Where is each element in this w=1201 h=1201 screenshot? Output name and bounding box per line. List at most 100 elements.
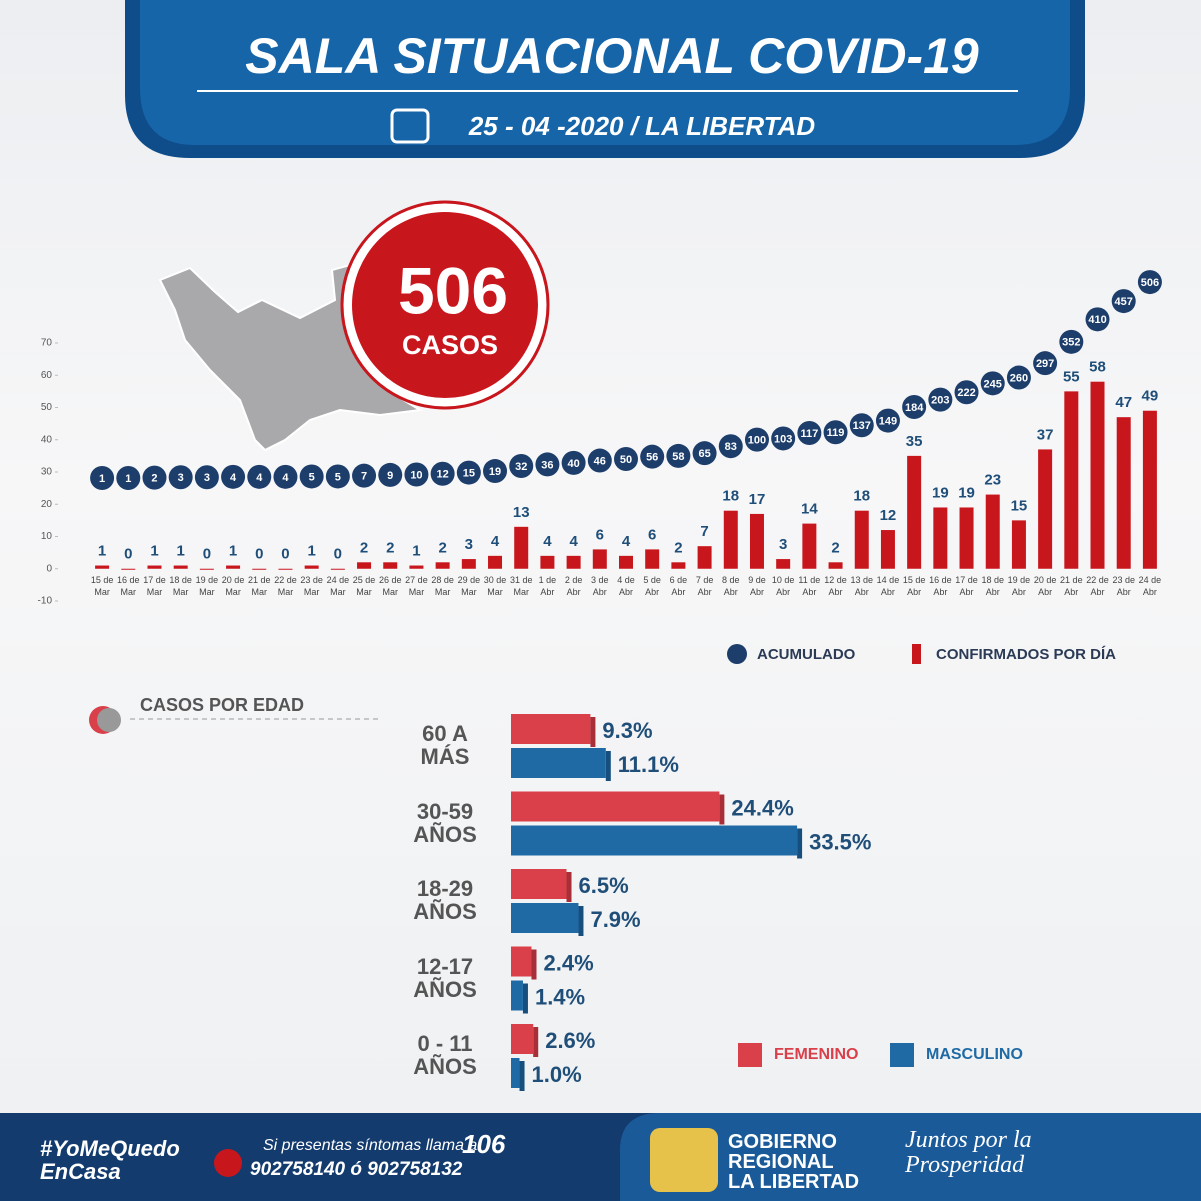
bar: [252, 568, 267, 570]
x-tick-label: 4 de Abr: [617, 574, 635, 598]
bar: [511, 714, 591, 744]
cumulative-point: [561, 450, 586, 475]
cumulative-point: [247, 464, 272, 489]
bar-label: 33.5%: [809, 829, 871, 854]
bar-label: 19: [958, 484, 975, 501]
cumulative-label: 297: [1036, 358, 1054, 370]
cumulative-label: 3: [178, 472, 184, 484]
bar-label: 14: [801, 501, 818, 518]
y-tick-label: 10: [41, 531, 53, 542]
bar-label: 2: [831, 539, 839, 556]
cumulative-label: 117: [800, 428, 818, 440]
x-tick-label: 20 de Mar: [221, 574, 245, 598]
cumulative-point: [221, 464, 246, 489]
cumulative-point: [168, 465, 193, 490]
bar-label: 0: [255, 546, 263, 563]
bar-label: 4: [491, 533, 500, 550]
bar: [95, 565, 110, 569]
x-tick-label: 16 de Mar: [117, 574, 140, 598]
bar: [173, 565, 188, 569]
bar-label: 35: [906, 433, 923, 450]
x-tick-label: 3 de Abr: [591, 574, 609, 598]
bar: [697, 546, 712, 569]
cumulative-label: 65: [698, 448, 710, 460]
cumulative-label: 3: [204, 472, 210, 484]
bar: [511, 869, 567, 899]
x-tick-label: 15 de Abr: [902, 574, 926, 598]
x-tick-label: 11 de Abr: [798, 574, 821, 598]
legend-swatch: [890, 1043, 914, 1067]
cumulative-point: [483, 459, 508, 484]
cumulative-point: [535, 452, 560, 477]
cumulative-label: 40: [567, 458, 579, 470]
cumulative-label: 4: [230, 472, 237, 484]
cumulative-label: 457: [1115, 296, 1133, 308]
coat-of-arms: [650, 1128, 718, 1192]
bar: [907, 455, 922, 569]
bar-label: 6: [648, 526, 656, 543]
cumulative-label: 260: [1010, 372, 1028, 384]
bar: [933, 507, 948, 569]
bar-label: 0: [334, 546, 342, 563]
cumulative-point: [875, 408, 900, 433]
cumulative-point: [823, 420, 848, 445]
cumulative-point: [587, 448, 612, 473]
cumulative-label: 103: [774, 433, 792, 445]
x-tick-label: 14 de Abr: [876, 574, 900, 598]
bar: [854, 510, 869, 569]
bar-label: 0: [124, 546, 132, 563]
bar-label: 17: [749, 491, 766, 508]
x-tick-label: 27 de Mar: [405, 574, 428, 598]
cumulative-label: 119: [827, 427, 845, 439]
cumulative-point: [378, 462, 403, 487]
x-tick-label: 31 de Mar: [509, 574, 533, 598]
y-tick-label: 70: [41, 338, 53, 349]
bar-label: 13: [513, 504, 530, 521]
hashtag: #YoMeQuedo EnCasa: [40, 1136, 180, 1185]
cumulative-label: 12: [437, 469, 449, 481]
bar-label: 11.1%: [618, 752, 679, 777]
bar-side: [578, 906, 584, 936]
cumulative-point: [404, 462, 429, 487]
bar-label: 9.3%: [602, 718, 652, 743]
bar-label: 2: [360, 539, 368, 556]
bar: [278, 568, 293, 570]
bar: [592, 549, 607, 569]
bar-label: 58: [1089, 359, 1106, 376]
cumulative-point: [666, 443, 691, 468]
bar: [802, 523, 817, 569]
cumulative-point: [797, 421, 822, 446]
cumulative-label: 245: [984, 378, 1002, 390]
age-chart-title: CASOS POR EDAD: [140, 695, 304, 715]
bar-label: 3: [465, 536, 473, 553]
bar-label: 2.4%: [543, 950, 593, 975]
bar: [461, 559, 476, 569]
x-tick-label: 29 de Mar: [457, 574, 481, 598]
y-tick-label: 20: [41, 499, 53, 510]
cumulative-label: 9: [387, 470, 393, 482]
bar: [435, 562, 450, 569]
cumulative-point: [744, 427, 769, 452]
x-tick-label: 24 de Abr: [1138, 574, 1162, 598]
bar: [304, 565, 319, 569]
bar: [511, 903, 579, 933]
cumulative-label: 1: [99, 473, 105, 485]
x-tick-label: 18 de Mar: [169, 574, 192, 598]
cumulative-point: [509, 453, 534, 478]
x-tick-label: 23 de Abr: [1112, 574, 1135, 598]
x-tick-label: 19 de Mar: [195, 574, 219, 598]
cumulative-point: [614, 447, 638, 472]
call-text: Si presentas síntomas llama al: [263, 1137, 481, 1154]
cumulative-label: 7: [361, 471, 367, 483]
bar-side: [590, 717, 596, 747]
bar-label: 4: [622, 533, 631, 550]
cumulative-label: 56: [646, 452, 658, 464]
cumulative-point: [194, 465, 219, 490]
cumulative-label: 36: [541, 459, 553, 471]
x-tick-label: 20 de Abr: [1033, 574, 1057, 598]
bar: [985, 494, 1000, 569]
bar: [514, 526, 529, 569]
bar: [776, 559, 791, 569]
bar-label: 1: [177, 542, 185, 559]
